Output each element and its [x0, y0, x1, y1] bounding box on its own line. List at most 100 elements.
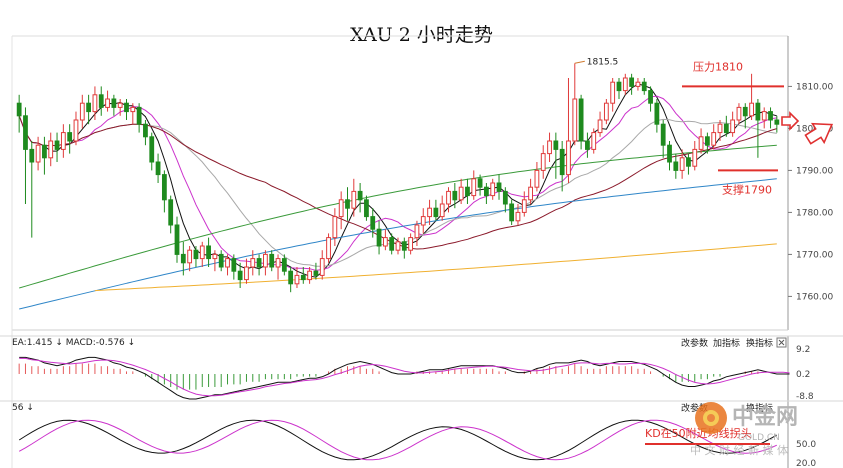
candle-body — [124, 102, 129, 113]
kd-toolbar-change-indicator[interactable]: 换指标 — [746, 402, 773, 414]
candle-body — [237, 270, 243, 281]
candle-body — [553, 140, 559, 150]
candle — [686, 153, 691, 175]
candle-body — [281, 258, 287, 272]
candle-body — [326, 237, 331, 260]
candle — [382, 229, 388, 251]
candle — [774, 115, 780, 133]
candle — [92, 86, 98, 120]
candle — [105, 90, 110, 112]
candle — [42, 136, 47, 175]
candle-body — [704, 136, 710, 146]
candle — [458, 178, 464, 204]
candle-body — [136, 106, 142, 125]
candle — [660, 120, 666, 158]
candle-body — [408, 237, 414, 251]
candle — [730, 111, 736, 137]
candle — [698, 128, 704, 154]
candle-body — [547, 140, 552, 155]
candle-body — [496, 182, 502, 192]
candle — [408, 233, 414, 255]
candle-body — [433, 207, 439, 218]
candle — [521, 191, 527, 217]
candle-body — [357, 190, 363, 201]
price-ticks: 1810.001800.001790.001780.001770.001760.… — [788, 82, 833, 302]
candle-body — [73, 119, 79, 142]
candle — [16, 94, 22, 133]
candle-body — [641, 81, 647, 92]
candle — [515, 204, 521, 225]
macd-dea-line — [19, 357, 790, 397]
watermark-name: 中金网 — [732, 404, 798, 430]
candle-body — [149, 136, 155, 163]
candle-body — [749, 102, 754, 117]
candle-body — [414, 224, 420, 239]
candle-body — [698, 136, 704, 150]
candle — [124, 99, 129, 120]
candle — [439, 195, 445, 221]
kd-k-line — [18, 419, 778, 461]
candle — [723, 115, 729, 137]
candle — [206, 237, 211, 267]
candle — [566, 78, 571, 183]
candle-body — [477, 178, 483, 188]
candle — [231, 254, 237, 280]
candle — [673, 153, 679, 179]
watermark-logo — [695, 402, 727, 434]
candle — [364, 195, 369, 221]
candle — [736, 103, 742, 125]
candle-body — [559, 148, 565, 176]
candle-body — [654, 102, 660, 125]
candle — [187, 246, 193, 272]
candle — [345, 187, 350, 221]
macd-label: EA:1.415 ↓ MACD:-0.576 ↓ — [12, 338, 135, 348]
candle-body — [622, 77, 628, 92]
candle-body — [660, 123, 666, 146]
candle-body — [193, 249, 199, 260]
candle-body — [635, 81, 641, 87]
candle-body — [761, 111, 767, 121]
arrow-up-right-icon — [804, 122, 834, 145]
candle — [578, 94, 584, 150]
candle — [414, 220, 420, 246]
candle — [98, 86, 104, 116]
candle-body — [768, 111, 773, 121]
candle — [667, 141, 672, 171]
candle-body — [578, 98, 584, 142]
peak-label: 1815.5 — [587, 57, 619, 67]
candle-body — [212, 253, 218, 260]
candle — [395, 237, 401, 255]
candle — [319, 250, 325, 280]
kd-tick-50: 50.0 — [796, 440, 816, 450]
candle-body — [528, 186, 533, 201]
toolbar-add-indicator[interactable]: 加指标 — [713, 337, 740, 349]
candle — [465, 178, 470, 204]
candle-body — [288, 270, 294, 285]
candle — [199, 241, 205, 267]
candle-body — [585, 140, 590, 150]
candle-body — [294, 274, 300, 285]
candle-body — [730, 119, 736, 134]
ma120-line — [19, 178, 777, 310]
candle-body — [610, 81, 616, 104]
candle-body — [521, 199, 527, 213]
candle — [768, 107, 773, 129]
toolbar-change-indicator[interactable]: 换指标 — [746, 337, 773, 349]
candle-body — [48, 140, 54, 159]
candle — [168, 195, 174, 234]
candle-body — [199, 245, 205, 260]
support-resistance-lines — [682, 85, 784, 172]
candle-body — [458, 186, 464, 201]
candle-body — [180, 253, 186, 264]
candle — [117, 99, 123, 116]
candle-body — [300, 274, 306, 281]
candle — [534, 162, 540, 192]
candle — [717, 120, 723, 141]
candle-body — [648, 90, 653, 104]
candle-body — [168, 199, 174, 226]
toolbar-edit-params[interactable]: 改参数 — [681, 337, 708, 349]
arrow-right-icon — [781, 111, 800, 131]
candle — [572, 63, 578, 146]
candle — [48, 132, 54, 167]
candlesticks — [16, 60, 780, 293]
